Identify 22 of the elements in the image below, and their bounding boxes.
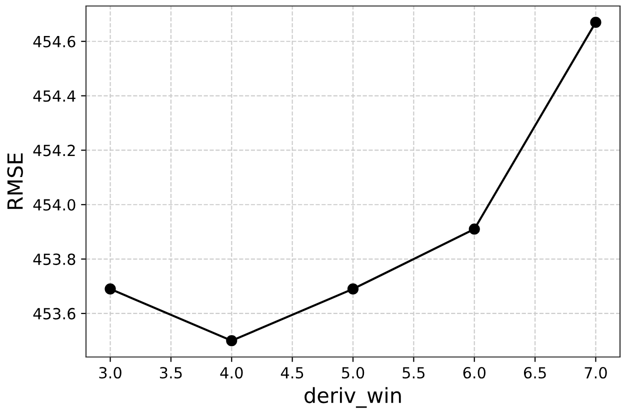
y-tick-label: 454.2 (33, 144, 75, 156)
y-tick-label: 453.8 (33, 254, 76, 266)
x-tick-label: 7.0 (584, 366, 607, 379)
x-tick-label: 3.5 (160, 366, 182, 379)
point (104, 283, 116, 295)
y-tick-label: 453.6 (33, 308, 76, 320)
x-tick-label: 5.5 (402, 367, 424, 379)
y-axis-title: RMSE (7, 153, 23, 209)
x-tick-label: 5.0 (342, 366, 364, 379)
y-tick-label: 454.6 (33, 36, 76, 48)
point (590, 16, 602, 28)
point (347, 283, 359, 295)
x-tick-label: 3.0 (99, 366, 122, 379)
x-tick-label: 4.5 (280, 367, 304, 379)
y-tick-label: 454.4 (33, 90, 76, 102)
point (468, 224, 480, 235)
x-tick-label: 4.0 (220, 366, 243, 379)
point (226, 335, 238, 346)
x-axis-title: deriv_win (304, 387, 401, 408)
y-tick-label: 454.0 (33, 199, 76, 211)
x-tick-label: 6.5 (524, 366, 546, 379)
x-tick-label: 6.0 (463, 366, 486, 379)
